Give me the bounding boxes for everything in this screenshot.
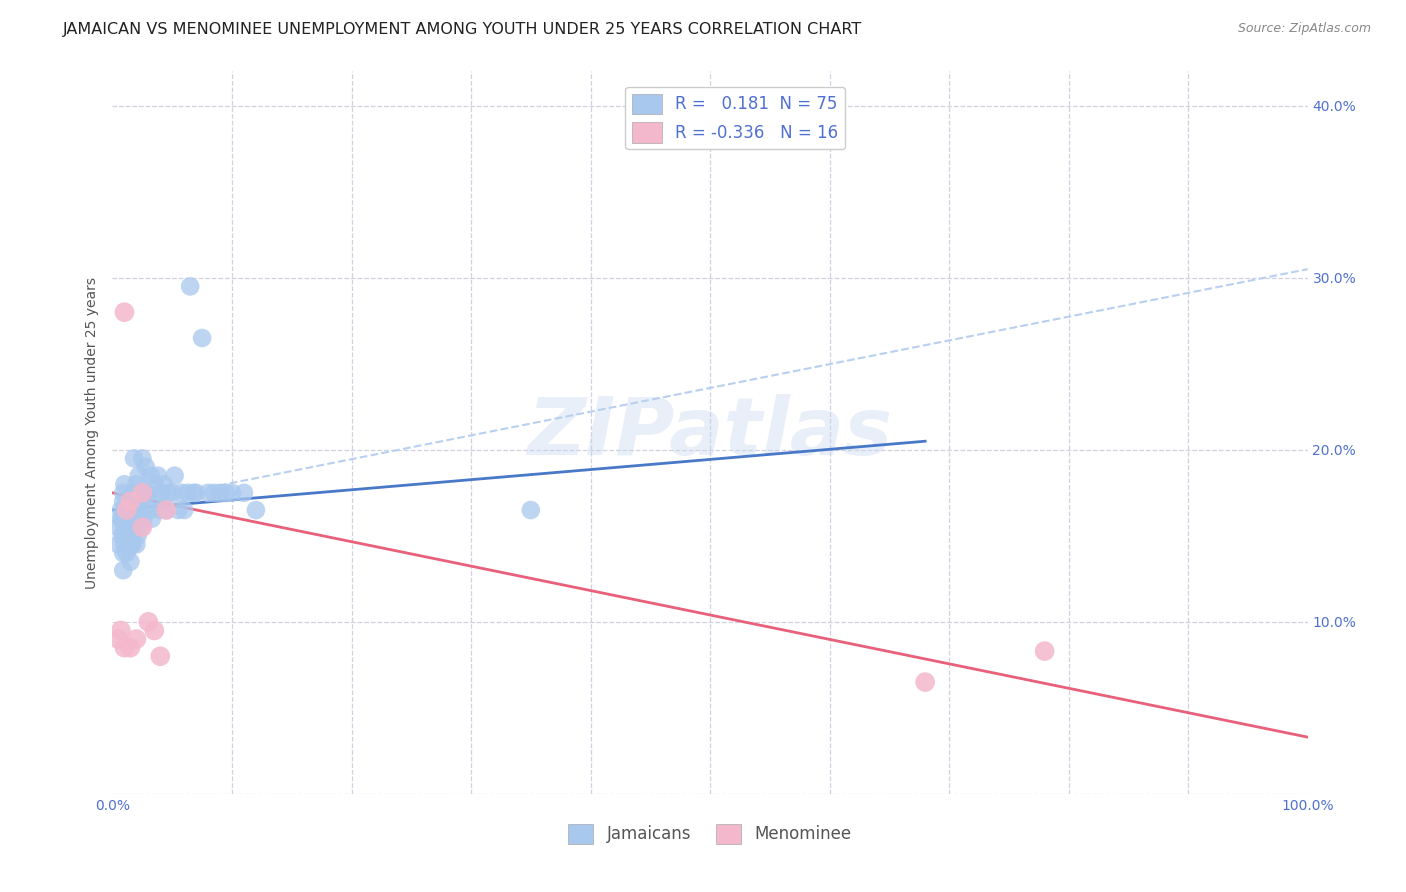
Point [107,537,129,551]
Point [131,503,153,517]
Point [138,615,160,629]
Point [170,485,193,500]
Legend: Jamaicans, Menominee: Jamaicans, Menominee [562,817,858,851]
Point [215,485,238,500]
Y-axis label: Unemployment Among Youth under 25 years: Unemployment Among Youth under 25 years [86,277,100,589]
Point [121,537,143,551]
Point [167,503,190,517]
Point [138,485,160,500]
Point [173,503,195,517]
Point [139,468,162,483]
Point [125,477,148,491]
Point [120,503,142,517]
Point [120,555,142,569]
Point [197,485,219,500]
Point [143,477,166,491]
Text: JAMAICAN VS MENOMINEE UNEMPLOYMENT AMONG YOUTH UNDER 25 YEARS CORRELATION CHART: JAMAICAN VS MENOMINEE UNEMPLOYMENT AMONG… [63,22,862,37]
Point [114,305,135,319]
Point [125,503,148,517]
Point [115,511,138,525]
Point [131,485,153,500]
Point [141,511,163,525]
Point [120,494,142,508]
Point [117,503,139,517]
Point [112,546,135,560]
Point [221,485,243,500]
Point [122,520,145,534]
Point [153,477,176,491]
Point [129,520,152,534]
Point [115,546,138,560]
Point [114,503,135,517]
Point [1033,644,1056,658]
Point [114,537,135,551]
Point [163,468,186,483]
Point [149,503,172,517]
Point [129,485,152,500]
Point [112,494,135,508]
Point [120,520,142,534]
Point [177,485,200,500]
Point [114,640,135,655]
Point [179,279,201,293]
Point [209,485,232,500]
Point [127,529,149,543]
Point [157,485,180,500]
Point [155,503,177,517]
Point [162,485,183,500]
Point [121,494,143,508]
Point [132,511,155,525]
Point [120,537,142,551]
Point [115,503,138,517]
Point [138,503,160,517]
Point [914,675,936,690]
Point [150,485,173,500]
Point [125,537,148,551]
Point [114,520,135,534]
Point [124,511,146,525]
Point [186,485,208,500]
Point [134,485,156,500]
Point [114,529,135,543]
Text: Source: ZipAtlas.com: Source: ZipAtlas.com [1237,22,1371,36]
Point [145,494,167,508]
Point [131,520,153,534]
Point [114,477,135,491]
Point [155,503,177,517]
Point [121,485,143,500]
Point [245,503,267,517]
Point [110,624,132,638]
Point [128,503,150,517]
Point [127,494,149,508]
Point [149,649,172,664]
Point [135,460,157,475]
Point [122,451,145,466]
Point [520,503,543,517]
Point [202,485,225,500]
Point [115,529,138,543]
Point [112,563,135,577]
Point [111,529,134,543]
Point [183,485,205,500]
Point [143,624,166,638]
Point [107,632,129,646]
Point [121,529,143,543]
Point [120,640,142,655]
Point [110,503,132,517]
Text: ZIPatlas: ZIPatlas [527,393,893,472]
Point [111,511,134,525]
Point [110,511,132,525]
Point [128,468,150,483]
Point [146,468,169,483]
Point [107,520,129,534]
Point [191,331,214,345]
Point [112,485,135,500]
Point [233,485,256,500]
Point [117,520,139,534]
Point [125,632,148,646]
Point [131,451,153,466]
